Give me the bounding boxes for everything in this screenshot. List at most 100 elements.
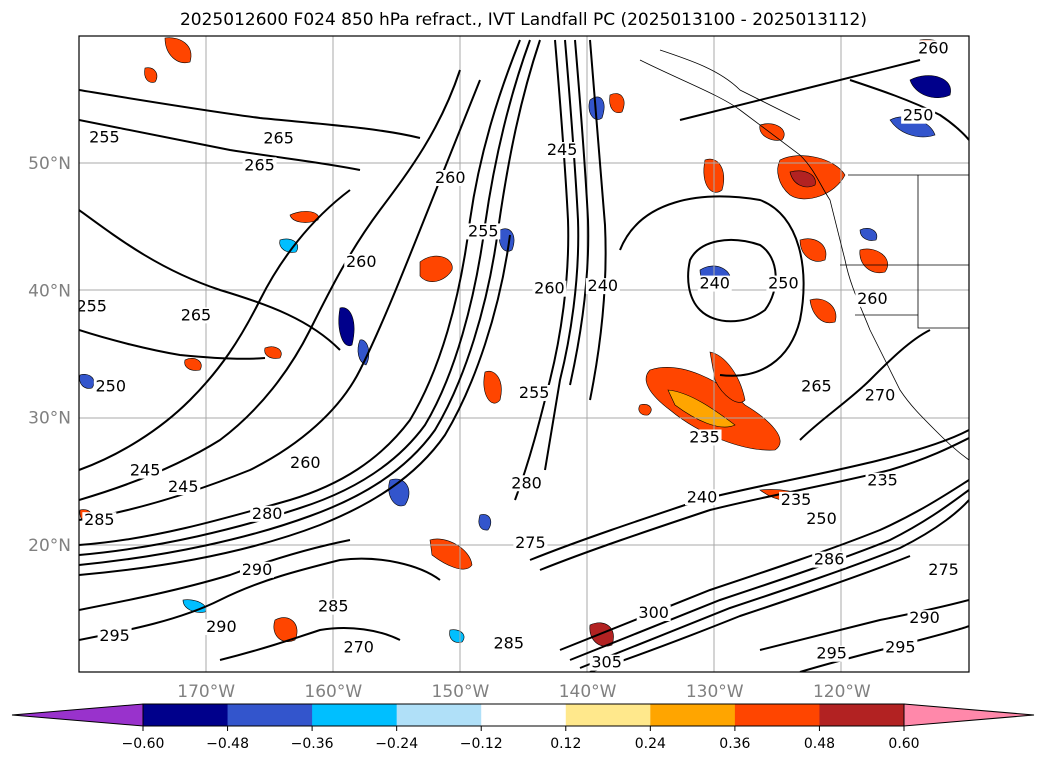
contour-label: 286 <box>814 550 845 569</box>
contour-label: 235 <box>867 471 898 490</box>
colorbar-tick-label: 0.12 <box>550 736 581 752</box>
map-frame <box>78 35 970 673</box>
contour-label-bg <box>585 278 620 295</box>
contour-label: 260 <box>290 453 321 472</box>
colorbar-swatch <box>227 704 313 726</box>
contour-label-bg <box>240 561 274 578</box>
contour-label-bg <box>687 429 722 446</box>
colorbar-swatch <box>734 704 820 726</box>
contour-label-bg <box>178 307 213 324</box>
contour-label: 285 <box>318 597 349 616</box>
contour-label: 285 <box>493 634 524 653</box>
contour-label: 250 <box>96 377 127 396</box>
contour-label-bg <box>79 298 109 315</box>
contour-label: 240 <box>588 276 619 295</box>
contour-label-bg <box>589 654 624 671</box>
contour-label: 240 <box>699 274 730 293</box>
colorbar-tick-label: 0.24 <box>635 736 666 752</box>
contour-label: 245 <box>547 140 578 159</box>
contour-label: 255 <box>468 221 499 240</box>
contour-label-bg <box>509 475 544 492</box>
lat-tick-labels: 50°N 40°N 30°N 20°N <box>28 154 71 556</box>
contour-label-bg <box>242 157 277 174</box>
colorbar-swatch <box>565 704 651 726</box>
lat-tick-label: 30°N <box>28 409 71 429</box>
contour-label-bg <box>901 107 936 124</box>
colorbar-swatch <box>819 704 905 726</box>
contour-label: 305 <box>591 653 622 672</box>
contour-label: 245 <box>168 477 199 496</box>
contour-label-bg <box>799 378 834 395</box>
contour-label: 295 <box>885 637 916 656</box>
lat-tick-label: 40°N <box>28 281 71 301</box>
contour-label-bg <box>341 639 376 656</box>
contour-label: 265 <box>263 129 294 148</box>
contour-label: 265 <box>244 155 275 174</box>
colorbar-frame <box>142 703 905 727</box>
contour-label-bg <box>812 551 847 568</box>
colorbar-swatch <box>481 704 567 726</box>
contour-label: 245 <box>130 461 161 480</box>
contour-label: 300 <box>638 603 669 622</box>
contour-label-bg <box>128 462 163 479</box>
contour-label-bg <box>685 489 719 506</box>
contour-label: 240 <box>687 487 718 506</box>
contour-label: 295 <box>816 644 847 663</box>
contour-label: 270 <box>343 637 374 656</box>
lon-tick-label: 150°W <box>432 682 490 702</box>
colorbar-swatch <box>650 704 736 726</box>
contour-label: 255 <box>89 127 120 146</box>
contour-label-bg <box>433 170 468 187</box>
colorbar-tick-label: −0.60 <box>122 736 165 752</box>
contour-label: 295 <box>99 626 130 645</box>
contour-label-bg <box>855 290 890 307</box>
lon-tick-labels: 170°W 160°W 150°W 140°W 130°W 120°W <box>177 682 871 702</box>
contour-label: 280 <box>511 473 542 492</box>
contour-label-bg <box>82 512 117 529</box>
contour-label-bg <box>517 384 552 401</box>
contour-label-bg <box>97 627 132 644</box>
contour-label-bg <box>863 387 897 404</box>
contour-labels: 265 265 255 260 255 260 265 255 250 245 245 285 260 2… <box>76 38 961 672</box>
lat-tick-label: 20°N <box>28 536 71 556</box>
colorbar-tick-label: −0.48 <box>206 736 249 752</box>
contour-lines <box>79 39 969 672</box>
contour-label: 250 <box>903 106 934 125</box>
contour-label: 250 <box>806 509 837 528</box>
lon-tick-label: 170°W <box>177 682 235 702</box>
colorbar-tick-label: −0.12 <box>460 736 503 752</box>
contour-label-bg <box>545 142 580 159</box>
contour-label: 255 <box>76 296 107 315</box>
contour-label: 260 <box>346 252 377 271</box>
lon-tick-label: 140°W <box>559 682 617 702</box>
colorbar: −0.60 −0.48 −0.36 −0.24 −0.12 0.12 0.24 0.36 0.4… <box>11 703 1035 752</box>
colorbar-over-triangle <box>903 703 1035 727</box>
colorbar-swatch <box>143 704 229 726</box>
contour-label-bg <box>636 605 671 622</box>
contour-label-bg <box>532 280 567 297</box>
contour-label-bg <box>804 510 839 527</box>
contour-label: 260 <box>918 38 949 57</box>
contour-label: 265 <box>181 305 212 324</box>
contour-label: 260 <box>534 279 565 298</box>
contour-label: 250 <box>768 274 799 293</box>
colorbar-swatch <box>312 704 398 726</box>
contour-label-bg <box>316 598 351 615</box>
lat-tick-label: 50°N <box>28 154 71 174</box>
contour-label: 255 <box>519 383 550 402</box>
contour-label-bg <box>87 129 122 146</box>
contour-label: 285 <box>84 510 115 529</box>
contour-label-bg <box>204 619 239 636</box>
colorbar-under-triangle <box>11 703 144 727</box>
contour-label-bg <box>261 130 296 147</box>
contour-label: 260 <box>857 289 888 308</box>
colorbar-tick-label: −0.24 <box>375 736 418 752</box>
contour-label-bg <box>697 275 732 292</box>
contour-label-bg <box>513 535 548 552</box>
contour-label-bg <box>926 561 961 578</box>
colorbar-tick-label: 0.36 <box>719 736 750 752</box>
contour-label: 290 <box>206 617 237 636</box>
contour-label-bg <box>865 472 900 489</box>
contour-label: 275 <box>928 560 959 579</box>
